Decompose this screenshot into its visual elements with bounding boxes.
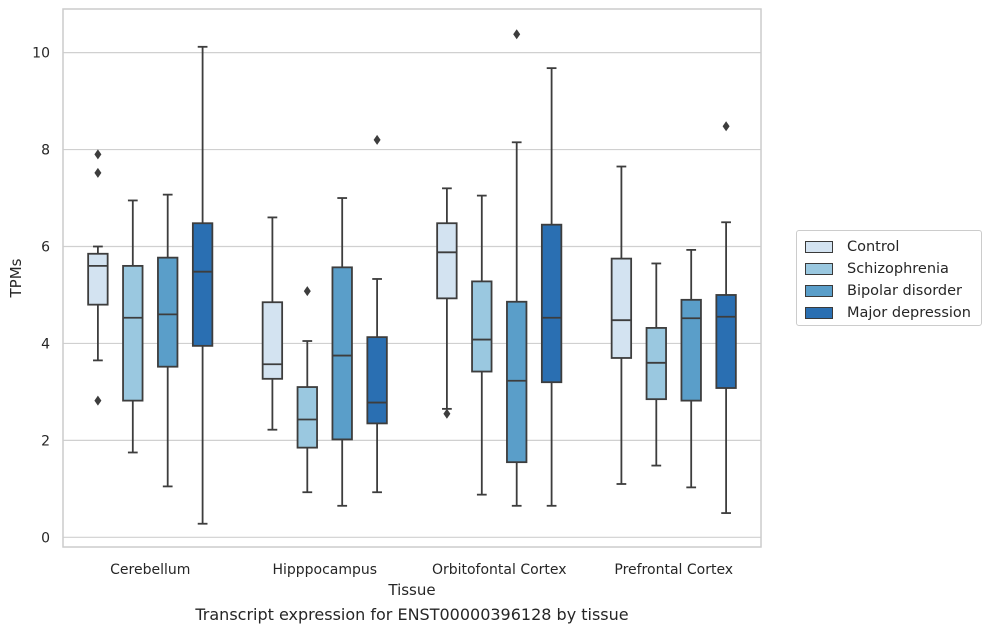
box-body [261,301,284,380]
box-body [471,280,493,373]
box-major-depression [366,134,388,494]
box-body [122,264,144,402]
y-tick-label: 2 [41,433,50,449]
legend-label: Major depression [847,305,971,321]
box-bipolar-disorder [157,193,179,488]
legend-swatch [805,285,833,297]
legend-item: Major depression [805,302,973,324]
box-body [366,336,388,425]
outlier-point [443,408,451,419]
y-tick-label: 4 [41,336,50,352]
box-major-depression [191,45,214,525]
y-tick-label: 8 [41,143,50,159]
gridlines [63,52,761,538]
plot-frame [62,8,762,548]
box-body [715,294,737,389]
x-tick-labels: Cerebellum Hipppocampus Orbitofontal Corte… [110,562,733,578]
legend-label: Bipolar disorder [847,283,962,299]
outlier-point [94,149,102,160]
outlier-point [94,395,102,406]
box-bipolar-disorder [506,29,528,507]
legend: Control Schizophrenia Bipolar disorder Majo… [796,230,982,326]
box-groups [87,29,737,525]
box-body [506,300,528,464]
x-axis-title: Tissue [387,581,435,599]
legend-label: Schizophrenia [847,261,949,277]
box-body [331,266,353,441]
box-body [191,222,214,347]
legend-item: Bipolar disorder [805,280,973,302]
box-body [610,257,633,359]
box-schizophrenia [296,286,318,494]
x-tick-label: Cerebellum [110,562,190,578]
box-body [680,298,702,402]
y-tick-label: 6 [41,239,50,255]
outlier-point [373,134,381,145]
x-tick-label: Hipppocampus [272,562,377,578]
outlier-point [513,29,521,40]
legend-item: Control [805,236,973,258]
box-body [157,256,179,368]
outlier-point [303,286,311,297]
box-control [436,187,458,419]
box-body [540,223,563,384]
box-control [261,216,284,431]
x-tick-label: Prefrontal Cortex [614,562,733,578]
x-tick-label: Orbitofontal Cortex [432,562,567,578]
box-control [610,165,633,485]
box-body [436,222,458,300]
box-bipolar-disorder [680,248,702,489]
chart-caption: Transcript expression for ENST0000039612… [195,605,629,624]
legend-item: Schizophrenia [805,258,973,280]
box-major-depression [540,67,563,507]
y-axis-title: TPMs [7,258,25,298]
legend-swatch [805,263,833,275]
box-schizophrenia [122,199,144,454]
outlier-point [722,121,730,132]
box-bipolar-disorder [331,197,353,507]
box-schizophrenia [471,194,493,496]
outlier-point [94,167,102,178]
legend-label: Control [847,239,900,255]
box-body [87,252,109,306]
box-schizophrenia [645,262,667,467]
legend-swatch [805,241,833,253]
y-tick-labels: 0 2 4 6 8 10 [32,46,50,547]
legend-swatch [805,307,833,319]
y-tick-label: 0 [41,530,50,546]
box-control [87,149,109,406]
y-tick-label: 10 [32,46,50,62]
box-major-depression [715,121,737,514]
box-body [296,386,318,449]
